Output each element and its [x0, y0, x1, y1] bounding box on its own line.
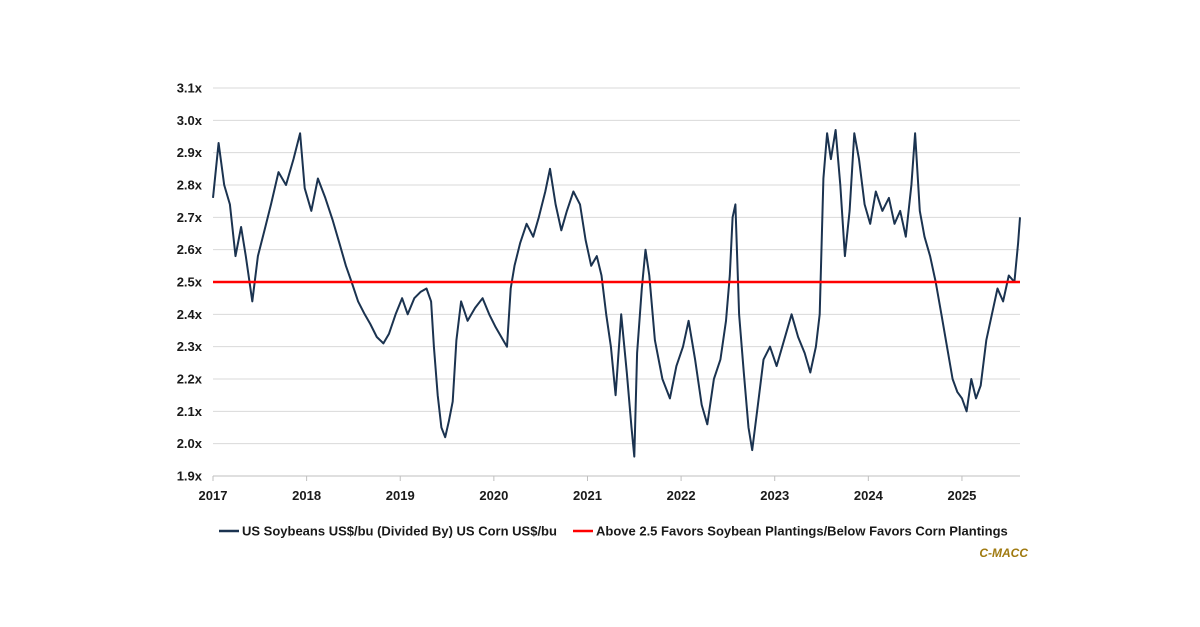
x-tick-label: 2023 [760, 488, 789, 503]
x-axis-tick-labels: 2017 2018 2019 2020 2021 2022 2023 2024 2025 [199, 476, 976, 503]
legend: US Soybeans US$/bu (Divided By) US Corn … [219, 524, 1008, 539]
y-tick-label: 3.0x [177, 113, 203, 128]
y-tick-label: 1.9x [177, 469, 203, 484]
legend-label-ratio: US Soybeans US$/bu (Divided By) US Corn … [242, 524, 557, 539]
y-tick-label: 2.2x [177, 372, 203, 387]
x-tick-label: 2025 [947, 488, 976, 503]
source-label: C-MACC [979, 546, 1028, 560]
y-tick-label: 2.8x [177, 178, 203, 193]
x-tick-label: 2021 [573, 488, 602, 503]
y-tick-label: 3.1x [177, 81, 203, 96]
y-tick-label: 2.4x [177, 307, 203, 322]
series-line-ratio [212, 129, 1021, 458]
legend-label-threshold: Above 2.5 Favors Soybean Plantings/Below… [596, 524, 1008, 539]
x-tick-label: 2022 [667, 488, 696, 503]
x-tick-label: 2018 [292, 488, 321, 503]
y-tick-label: 2.0x [177, 436, 203, 451]
y-tick-label: 2.7x [177, 210, 203, 225]
x-tick-label: 2017 [199, 488, 228, 503]
y-tick-label: 2.9x [177, 145, 203, 160]
series-lines [212, 129, 1021, 458]
y-tick-label: 2.5x [177, 275, 203, 290]
y-tick-label: 2.6x [177, 242, 203, 257]
x-tick-label: 2024 [854, 488, 884, 503]
x-tick-label: 2020 [479, 488, 508, 503]
x-tick-label: 2019 [386, 488, 415, 503]
y-tick-label: 2.3x [177, 339, 203, 354]
y-axis-tick-labels: 1.9x 2.0x 2.1x 2.2x 2.3x 2.4x 2.5x 2.6x 2.7x 2.8x… [177, 81, 203, 484]
y-tick-label: 2.1x [177, 404, 203, 419]
